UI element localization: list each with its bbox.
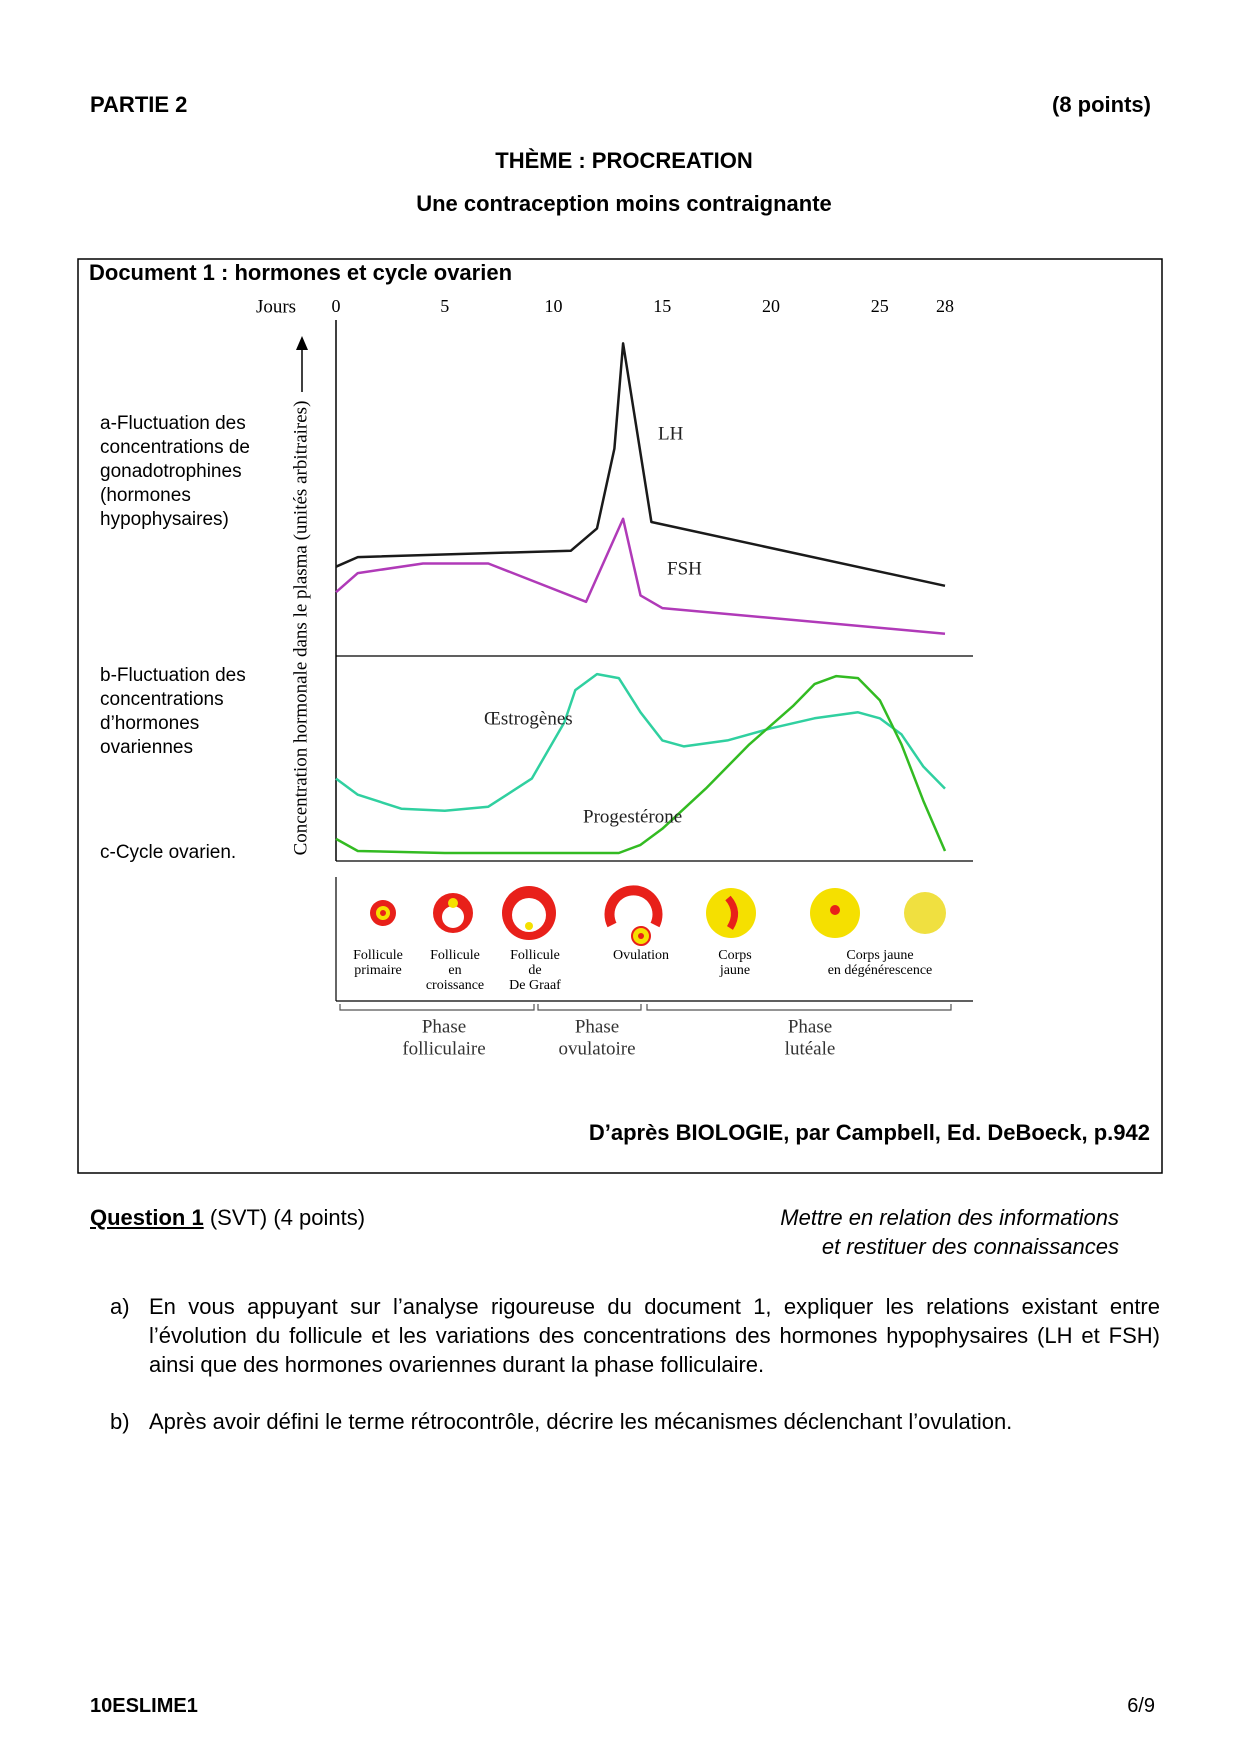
curve-label: FSH <box>667 558 702 579</box>
x-tick-label: 25 <box>871 296 889 316</box>
subtitle: Une contraception moins contraignante <box>416 191 832 216</box>
panel-caption: d’hormones <box>100 713 199 734</box>
x-tick-label: 28 <box>936 296 954 316</box>
skill: et restituer des connaissances <box>821 1234 1119 1259</box>
points: (8 points) <box>1052 92 1151 117</box>
panel-caption: a-Fluctuation des <box>100 413 246 434</box>
theme: THÈME : PROCREATION <box>495 148 753 173</box>
hormone-curve <box>335 342 946 588</box>
stage-label: en dégénérescence <box>828 963 933 978</box>
phase-label: folliculaire <box>402 1038 485 1059</box>
stage-label: De Graaf <box>509 978 561 993</box>
item-marker: a) <box>110 1294 130 1319</box>
question-label: Question 1 <box>90 1205 204 1230</box>
source: D’après BIOLOGIE, par Campbell, Ed. DeBo… <box>589 1120 1150 1145</box>
stage-label: croissance <box>426 978 484 993</box>
phase-bracket <box>339 1004 535 1011</box>
phase-bracket <box>646 1004 952 1011</box>
panel-caption: ovariennes <box>100 737 193 758</box>
panel-caption: (hormones <box>100 485 191 506</box>
phase-label: ovulatoire <box>558 1038 635 1059</box>
figure-frame <box>77 258 1163 1174</box>
phase-label: lutéale <box>785 1038 836 1059</box>
phase-label: Phase <box>575 1016 619 1037</box>
question-detail: (SVT) (4 points) <box>209 1205 366 1230</box>
footer-page: 6/9 <box>1127 1695 1155 1717</box>
panel-caption: b-Fluctuation des <box>100 665 246 686</box>
stage-label: Ovulation <box>613 948 669 963</box>
panel-caption: gonadotrophines <box>100 461 242 482</box>
y-axis-label: Concentration hormonale dans le plasma (… <box>290 401 311 856</box>
x-axis-label: Jours <box>256 296 296 317</box>
curve-label: LH <box>658 423 684 444</box>
stage-label: de <box>528 963 541 978</box>
question-item: a) En vous appuyant sur l’analyse rigoure… <box>110 1292 1160 1379</box>
x-tick-label: 10 <box>545 296 563 316</box>
panel-c-caption: c-Cycle ovarien. <box>100 842 236 863</box>
stage-label: Follicule <box>353 948 403 963</box>
follicle-icons <box>370 885 946 946</box>
skill: Mettre en relation des informations <box>780 1205 1119 1230</box>
hormone-curve <box>335 672 946 813</box>
stage-label: Follicule <box>510 948 560 963</box>
question-item: b) Après avoir défini le terme rétrocontr… <box>110 1407 1160 1436</box>
panel-caption: concentrations de <box>100 437 250 458</box>
item-text: En vous appuyant sur l’analyse rigoureus… <box>149 1294 1160 1377</box>
curve-label: Progestérone <box>583 806 682 827</box>
hormone-curve <box>335 517 946 635</box>
stage-label: Follicule <box>430 948 480 963</box>
stage-label: jaune <box>719 963 750 978</box>
panel-caption: concentrations <box>100 689 224 710</box>
phase-label: Phase <box>788 1016 832 1037</box>
axis-arrow-head <box>296 336 308 350</box>
curve-label: Œstrogènes <box>484 708 573 729</box>
x-tick-label: 0 <box>332 296 341 316</box>
x-tick-label: 5 <box>440 296 449 316</box>
item-text: Après avoir défini le terme rétrocontrôl… <box>149 1409 1013 1434</box>
item-marker: b) <box>110 1409 130 1434</box>
footer-code: 10ESLIME1 <box>90 1695 198 1717</box>
phase-bracket <box>537 1004 642 1011</box>
phase-label: Phase <box>422 1016 466 1037</box>
x-tick-label: 15 <box>653 296 671 316</box>
panel-caption: hypophysaires) <box>100 509 229 530</box>
stage-label: Corps <box>718 948 751 963</box>
x-tick-label: 20 <box>762 296 780 316</box>
figure-title: Document 1 : hormones et cycle ovarien <box>89 260 512 285</box>
question-heading: Question 1 (SVT) (4 points) <box>90 1205 365 1231</box>
hormone-curve <box>335 674 947 855</box>
stage-label: Corps jaune <box>846 948 913 963</box>
stage-label: primaire <box>354 963 401 978</box>
part-label: PARTIE 2 <box>90 92 188 117</box>
stage-label: en <box>448 963 461 978</box>
